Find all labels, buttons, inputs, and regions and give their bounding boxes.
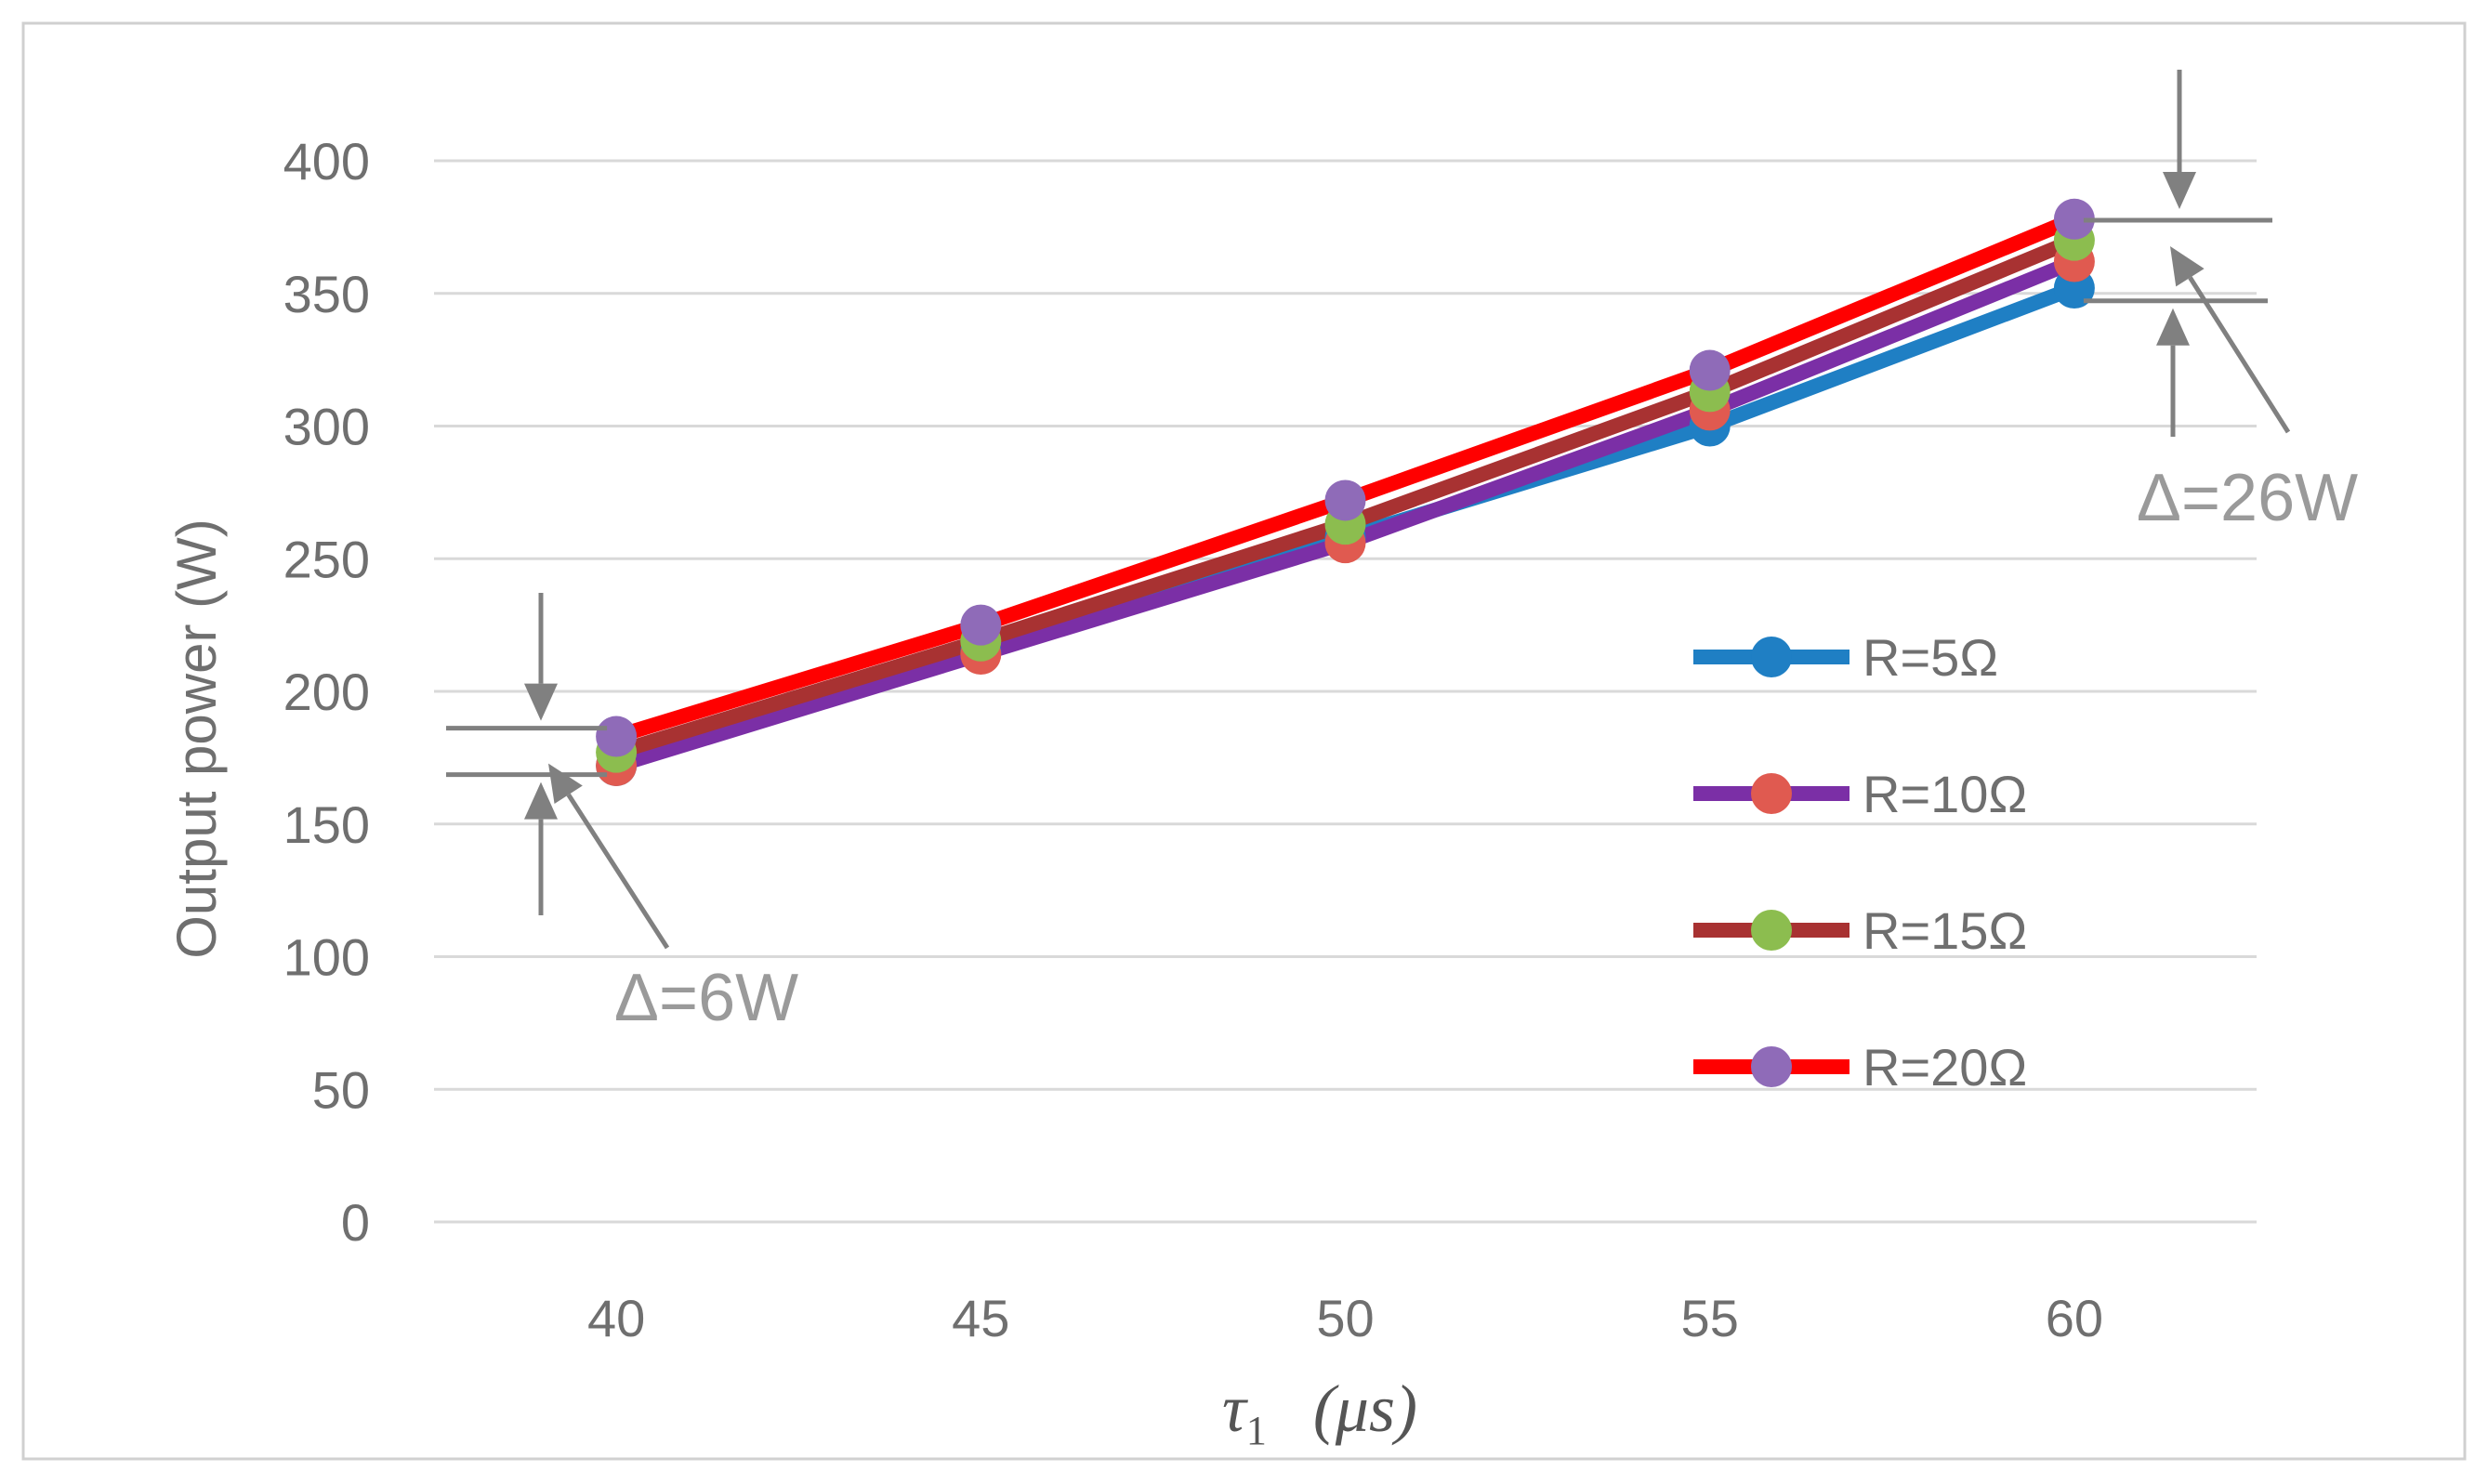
data-point-series-4	[1689, 349, 1731, 391]
delta-6w-label: Δ=6W	[614, 961, 798, 1035]
y-axis-title: Output power (W)	[165, 519, 228, 958]
legend-item-3: R=15Ω	[1693, 901, 2027, 960]
delta-6w-down-arrow	[524, 593, 558, 721]
y-tick-label: 250	[283, 530, 370, 588]
data-point-series-4	[2053, 198, 2095, 240]
x-tick-label: 50	[1316, 1289, 1374, 1347]
data-point-series-4	[596, 716, 638, 757]
legend: R=5Ω R=10Ω R=15Ω R=20Ω	[1693, 628, 2027, 1097]
delta-26w-pointer-arrow	[2170, 245, 2291, 434]
legend-item-4: R=20Ω	[1693, 1038, 2027, 1097]
y-tick-label: 300	[283, 398, 370, 456]
x-axis-symbol: τ	[1222, 1372, 1248, 1446]
y-tick-label: 100	[283, 928, 370, 987]
delta-26w-down-arrow	[2163, 70, 2196, 209]
legend-marker	[1751, 910, 1792, 951]
y-tick-label: 350	[283, 265, 370, 323]
delta-6w-pointer-arrow	[548, 763, 670, 950]
legend-label: R=15Ω	[1863, 901, 2027, 960]
x-tick-label: 55	[1681, 1289, 1739, 1347]
delta-26w-label: Δ=26W	[2137, 461, 2358, 535]
legend-marker	[1751, 637, 1792, 677]
data-point-series-4	[1324, 479, 1366, 521]
x-tick-label: 60	[2046, 1289, 2103, 1347]
annotations: Δ=6W Δ=26W	[446, 70, 2358, 1035]
x-tick-labels: 40 45 50 55 60	[587, 1289, 2103, 1347]
y-tick-label: 0	[341, 1193, 370, 1252]
y-tick-label: 150	[283, 795, 370, 854]
y-tick-label: 400	[283, 132, 370, 190]
data-point-series-4	[960, 604, 1002, 646]
legend-item-2: R=10Ω	[1693, 765, 2027, 823]
series-markers	[596, 198, 2095, 786]
legend-label: R=5Ω	[1863, 628, 1998, 687]
x-tick-label: 40	[587, 1289, 645, 1347]
legend-label: R=10Ω	[1863, 765, 2027, 823]
x-axis-unit: (μs)	[1313, 1372, 1417, 1446]
x-axis-title: τ1 (μs)	[1222, 1372, 1417, 1453]
y-tick-label: 50	[312, 1060, 370, 1119]
x-axis-subscript: 1	[1246, 1408, 1267, 1453]
legend-label: R=20Ω	[1863, 1038, 2027, 1097]
legend-marker	[1751, 1046, 1792, 1087]
y-tick-label: 200	[283, 663, 370, 721]
delta-26w-up-arrow	[2156, 308, 2190, 437]
legend-item-1: R=5Ω	[1693, 628, 1998, 687]
delta-6w-up-arrow	[524, 781, 558, 915]
y-tick-labels: 0 50 100 150 200 250 300 350 400	[283, 132, 370, 1252]
chart-frame	[21, 21, 2467, 1461]
legend-marker	[1751, 773, 1792, 814]
x-tick-label: 45	[952, 1289, 1009, 1347]
